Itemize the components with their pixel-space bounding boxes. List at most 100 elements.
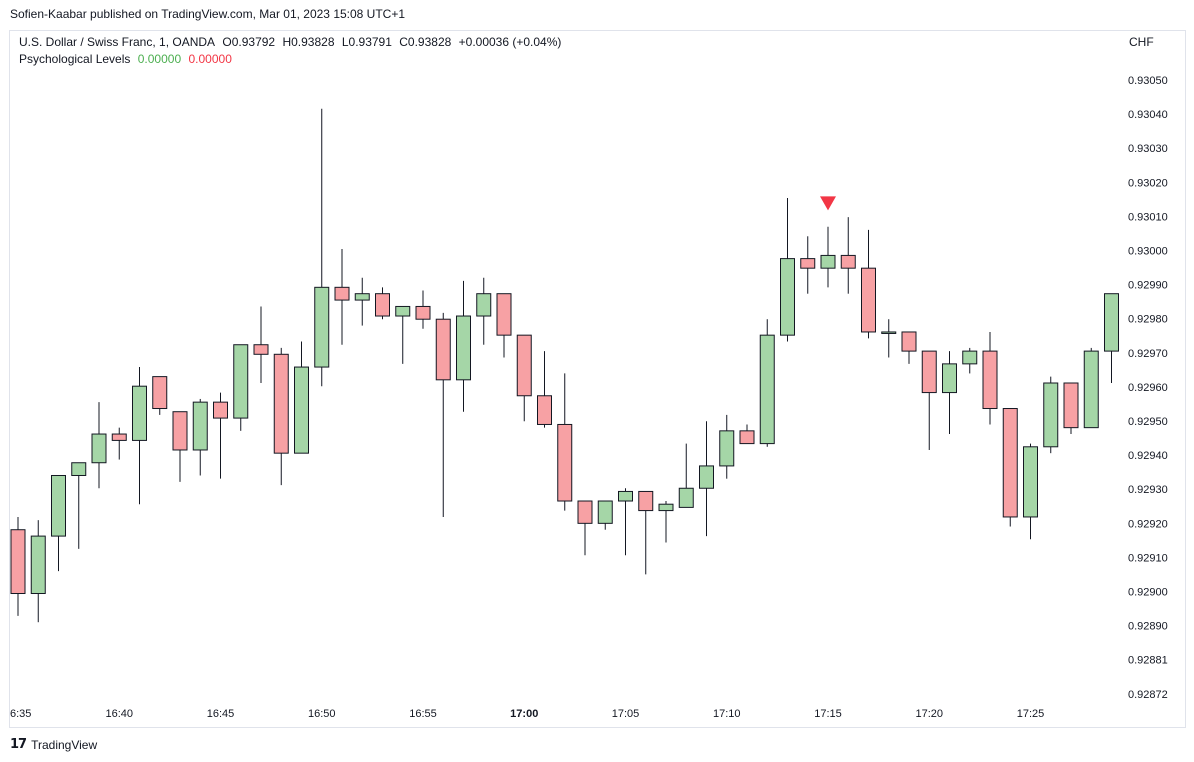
candle-up [699, 465, 714, 489]
candle-down [273, 353, 289, 454]
y-tick-label: 0.93020 [1128, 177, 1168, 189]
y-tick-label: 0.92881 [1128, 655, 1168, 667]
y-tick-label: 0.92980 [1128, 314, 1168, 326]
candle-up [658, 503, 674, 512]
x-tick-label: 17:15 [814, 708, 842, 720]
candle-up [132, 385, 147, 441]
y-tick-label: 0.92890 [1128, 621, 1168, 633]
candle-down [435, 318, 451, 381]
x-tick-label: 17:25 [1017, 708, 1045, 720]
x-tick-label: 17:00 [510, 708, 538, 720]
brand-name: TradingView [31, 737, 98, 752]
candle-down [334, 286, 350, 301]
candle-up [476, 293, 492, 317]
y-tick-label: 0.93050 [1128, 75, 1168, 87]
candle-down [739, 430, 755, 445]
candle-up [354, 293, 370, 301]
indicator-name: Psychological Levels [19, 52, 131, 66]
y-tick-label: 0.92920 [1128, 518, 1168, 530]
candle-up [719, 430, 735, 467]
candle-up [962, 350, 978, 365]
candle-down [111, 433, 127, 441]
candle-down [10, 529, 26, 595]
candle-down [172, 411, 188, 451]
y-tick-label: 0.92940 [1128, 450, 1168, 462]
change-value: +0.00036 (+0.04%) [458, 35, 562, 49]
x-tick-label: 16:55 [409, 708, 437, 720]
symbol-name: U.S. Dollar / Swiss Franc, 1, OANDA [19, 35, 216, 49]
candle-up [1043, 382, 1059, 448]
x-tick-label: 17:05 [612, 708, 640, 720]
candle-down [800, 258, 816, 269]
candle-down [638, 490, 654, 512]
sell-signal-marker [820, 196, 836, 211]
y-tick-label: 0.92950 [1128, 416, 1168, 428]
indicator-legend[interactable]: Psychological Levels 0.00000 0.00000 [19, 52, 236, 66]
x-tick-label: 6:35 [10, 708, 31, 720]
candle-up [881, 331, 897, 334]
open-value: O0.93792 [222, 35, 276, 49]
candle-up [51, 474, 66, 537]
y-tick-label: 0.92930 [1128, 484, 1168, 496]
x-tick-label: 16:40 [105, 708, 133, 720]
candle-up [192, 401, 208, 451]
symbol-legend[interactable]: U.S. Dollar / Swiss Franc, 1, OANDA O0.9… [19, 35, 565, 49]
chart-frame [9, 30, 1186, 728]
candle-down [537, 395, 552, 425]
y-tick-label: 0.93010 [1128, 211, 1168, 223]
candle-down [253, 344, 269, 355]
high-value: H0.93828 [282, 35, 335, 49]
candle-up [233, 344, 249, 419]
y-tick-label: 0.92900 [1128, 587, 1168, 599]
y-tick-label: 0.92990 [1128, 280, 1168, 292]
published-caption: Sofien-Kaabar published on TradingView.c… [10, 7, 406, 21]
y-tick-label: 0.92872 [1128, 689, 1168, 701]
x-tick-label: 17:20 [915, 708, 943, 720]
x-tick-label: 16:50 [308, 708, 336, 720]
candle-up [314, 286, 330, 368]
candle-down [213, 401, 228, 419]
y-tick-label: 0.92960 [1128, 382, 1168, 394]
candle-down [982, 350, 998, 410]
candle-up [618, 490, 633, 502]
candle-down [921, 350, 937, 394]
candle-up [1104, 293, 1119, 352]
y-tick-label: 0.92910 [1128, 552, 1168, 564]
y-tick-label: 0.92970 [1128, 348, 1168, 360]
candle-up [1023, 446, 1038, 518]
x-tick-label: 16:45 [207, 708, 235, 720]
candle-down [861, 267, 876, 333]
candle-up [1083, 350, 1099, 429]
close-value: C0.93828 [399, 35, 452, 49]
candle-up [820, 254, 836, 269]
candle-up [71, 462, 87, 476]
candle-down [516, 334, 532, 397]
candle-down [577, 500, 593, 524]
candle-down [415, 305, 431, 320]
y-tick-label: 0.93030 [1128, 143, 1168, 155]
candle-up [456, 315, 471, 381]
tradingview-brand[interactable]: 17 TradingView [10, 737, 97, 752]
candle-up [597, 500, 613, 524]
y-tick-label: 0.93000 [1128, 246, 1168, 258]
candle-down [152, 376, 168, 410]
candle-up [294, 366, 309, 454]
candle-down [1002, 408, 1018, 518]
candle-down [840, 254, 856, 269]
candle-up [678, 487, 694, 508]
tradingview-logo-icon: 17 [10, 737, 27, 752]
indicator-value-bear: 0.00000 [188, 52, 232, 66]
candle-up [91, 433, 107, 464]
candle-up [395, 305, 411, 317]
candle-down [496, 293, 512, 336]
candle-up [780, 258, 795, 336]
candle-down [375, 293, 390, 317]
x-tick-label: 17:10 [713, 708, 741, 720]
candle-down [901, 331, 917, 352]
y-tick-label: 0.93040 [1128, 109, 1168, 121]
indicator-value-bull: 0.00000 [137, 52, 182, 66]
candle-up [942, 363, 957, 394]
currency-label: CHF [1129, 35, 1154, 49]
candle-down [1063, 382, 1079, 429]
